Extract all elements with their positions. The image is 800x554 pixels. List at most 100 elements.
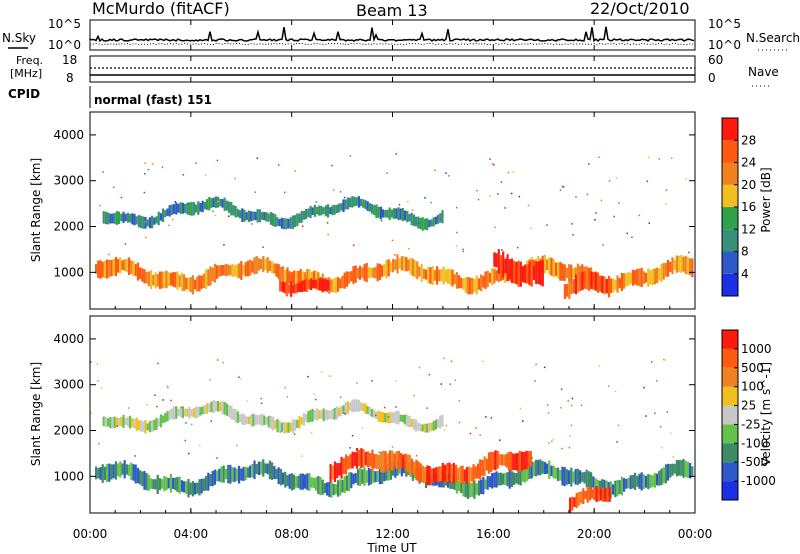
heatmap-cell [561, 447, 563, 450]
heatmap-cell [460, 277, 463, 289]
heatmap-cell [371, 380, 373, 382]
heatmap-cell [618, 278, 621, 289]
heatmap-cell [172, 272, 175, 287]
heatmap-cell [421, 424, 424, 432]
heatmap-cell [494, 226, 496, 229]
heatmap-cell [129, 415, 132, 429]
heatmap-cell [317, 212, 320, 214]
heatmap-cell [180, 406, 182, 409]
heatmap-cell [359, 265, 362, 280]
heatmap-cell [645, 272, 648, 283]
freq-label: Freq. [16, 54, 43, 67]
heatmap-cell [342, 199, 345, 212]
heatmap-cell [307, 375, 309, 378]
heatmap-cell [188, 202, 191, 216]
heatmap-cell [423, 218, 426, 230]
heatmap-cell [157, 362, 159, 365]
heatmap-cell [172, 218, 174, 221]
heatmap-cell [278, 420, 281, 433]
heatmap-cell [355, 448, 359, 469]
heatmap-cell [497, 193, 499, 195]
heatmap-cell [128, 257, 131, 275]
heatmap-cell [575, 493, 578, 508]
heatmap-cell [216, 470, 219, 482]
heatmap-cell [649, 270, 652, 285]
heatmap-cell [390, 209, 393, 218]
heatmap-cell [351, 196, 354, 208]
heatmap-cell [293, 270, 296, 286]
heatmap-cell [273, 263, 276, 274]
heatmap-cell [686, 461, 689, 478]
heatmap-cell [480, 274, 483, 292]
x-tick-label: 00:00 [678, 527, 713, 541]
heatmap-cell [507, 451, 510, 471]
heatmap-cell [296, 283, 299, 293]
heatmap-cell [144, 420, 147, 434]
heatmap-cell [120, 213, 123, 222]
heatmap-cell [661, 446, 663, 449]
heatmap-cell [298, 282, 302, 292]
heatmap-cell [174, 477, 177, 490]
heatmap-cell [192, 408, 195, 418]
heatmap-cell [354, 473, 357, 483]
colorbar-tick-label: 100 [741, 380, 764, 394]
heatmap-cell [415, 419, 418, 432]
heatmap-cell [218, 265, 221, 277]
heatmap-cell [475, 275, 478, 295]
heatmap-cell [534, 380, 536, 382]
heatmap-cell [131, 418, 134, 428]
heatmap-cell [618, 480, 621, 495]
heatmap-cell [620, 476, 623, 496]
heatmap-cell [462, 248, 464, 251]
heatmap-cell [461, 465, 464, 485]
heatmap-cell [164, 413, 167, 423]
heatmap-cell [189, 277, 192, 293]
heatmap-cell [348, 271, 351, 284]
heatmap-cell [522, 420, 524, 422]
heatmap-cell [242, 265, 245, 275]
heatmap-cell [455, 272, 458, 289]
heatmap-cell [370, 267, 373, 278]
heatmap-cell [413, 394, 415, 397]
heatmap-cell [355, 399, 358, 412]
heatmap-cell [133, 419, 136, 429]
heatmap-cell [200, 275, 203, 289]
heatmap-cell [245, 416, 248, 424]
heatmap-cell [383, 467, 386, 482]
heatmap-cell [225, 403, 228, 416]
y-tick-label: 2000 [53, 220, 84, 234]
heatmap-cell [356, 268, 359, 279]
heatmap-cell [565, 469, 568, 485]
heatmap-cell [157, 211, 160, 226]
heatmap-cell [363, 264, 366, 281]
heatmap-cell [434, 169, 436, 171]
heatmap-cell [395, 380, 397, 382]
heatmap-cell [380, 220, 383, 222]
heatmap-cell [561, 185, 564, 188]
heatmap-cell [488, 272, 491, 283]
heatmap-cell [222, 465, 225, 483]
heatmap-cell [341, 479, 344, 493]
heatmap-cell [234, 409, 237, 423]
heatmap-cell [277, 467, 280, 485]
heatmap-cell [158, 478, 161, 491]
heatmap-cell [141, 268, 144, 282]
noise-right-tick-bottom: 10^0 [708, 38, 741, 52]
heatmap-cell [98, 442, 100, 445]
heatmap-cell [261, 212, 264, 220]
heatmap-cell [584, 491, 587, 500]
heatmap-cell [454, 379, 456, 381]
heatmap-cell [102, 416, 105, 426]
heatmap-cell [312, 279, 315, 289]
heatmap-cell [253, 460, 256, 480]
heatmap-cell [265, 212, 268, 222]
heatmap-cell [368, 203, 371, 212]
heatmap-cell [306, 269, 309, 287]
heatmap-cell [607, 276, 611, 298]
heatmap-cell [212, 210, 214, 213]
heatmap-cell [616, 275, 619, 293]
heatmap-cell [205, 269, 208, 289]
velocity-y-ticks: 1000 2000 3000 4000 [53, 332, 695, 483]
heatmap-cell [341, 275, 344, 289]
heatmap-cell [616, 441, 618, 443]
